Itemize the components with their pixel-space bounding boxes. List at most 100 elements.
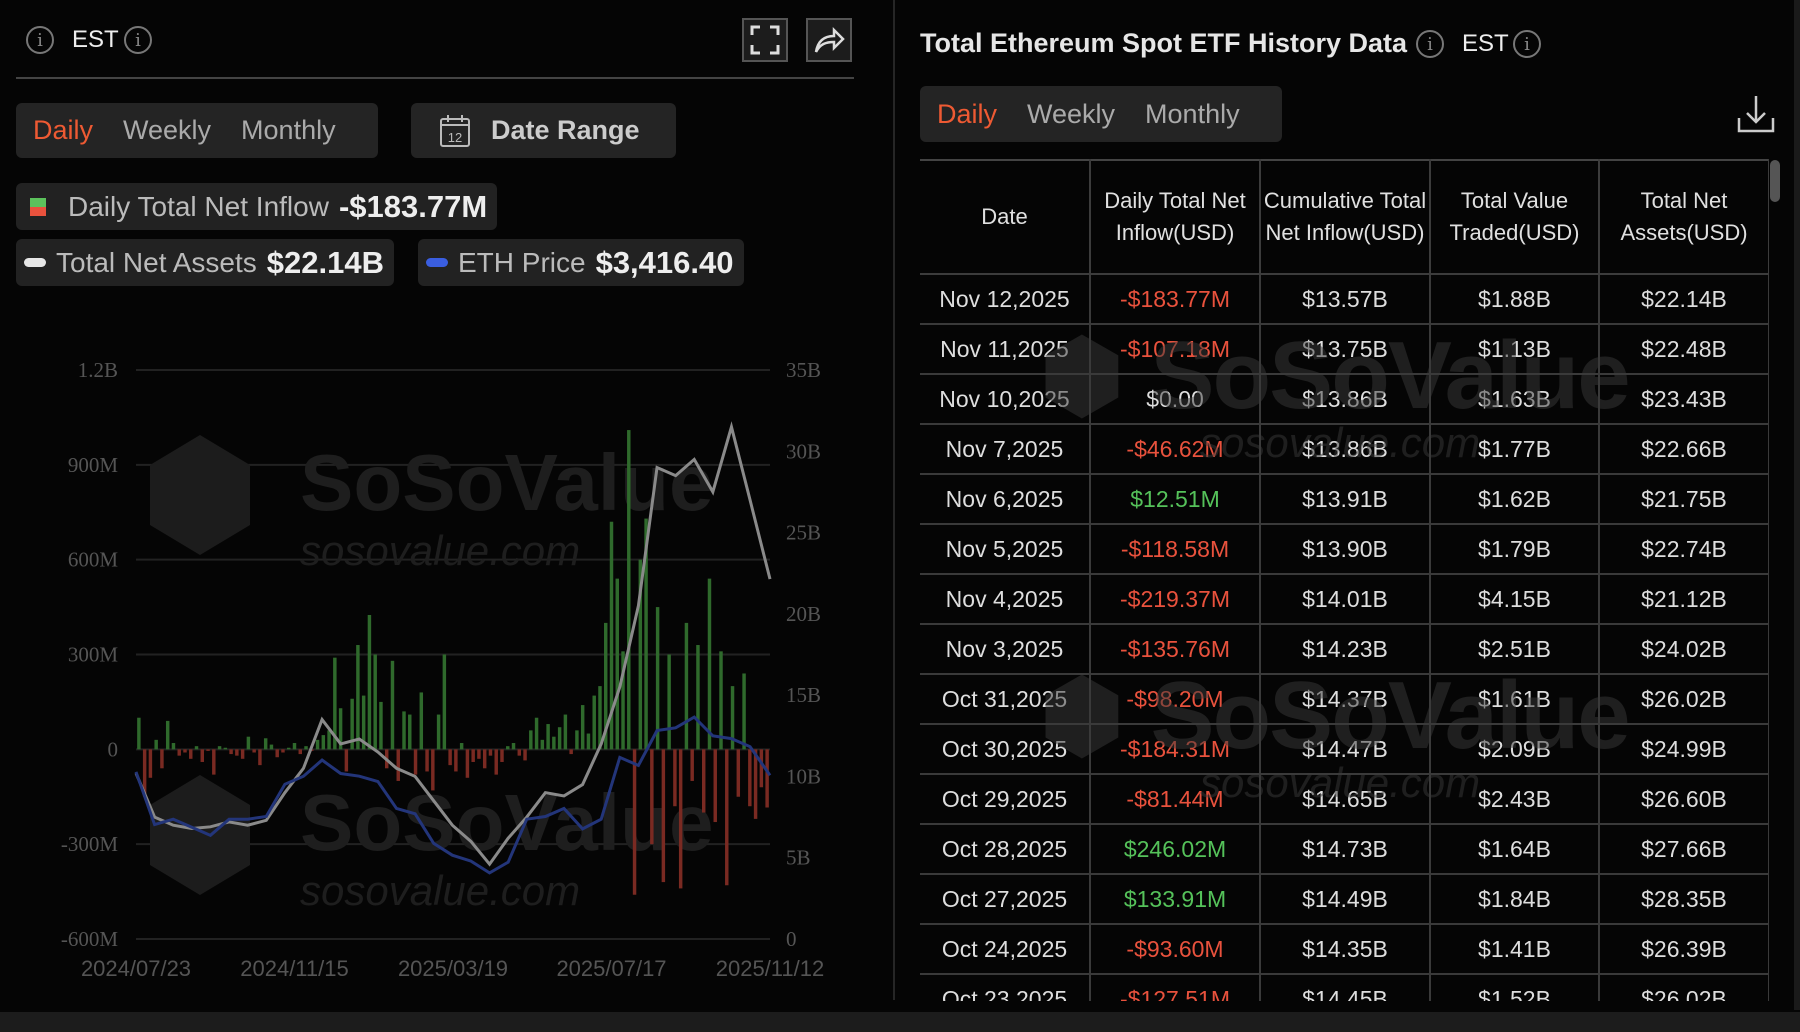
table-cell: $2.43B: [1429, 773, 1600, 825]
table-row[interactable]: Nov 6,2025 $12.51M $13.91B $1.62B $21.75B: [920, 473, 1769, 525]
inflow-bar: [575, 730, 579, 750]
inflow-bar: [160, 749, 164, 769]
table-cell: $14.49B: [1259, 873, 1431, 925]
table-row[interactable]: Oct 24,2025 -$93.60M $14.35B $1.41B $26.39B: [920, 923, 1769, 975]
table-cell: Oct 24,2025: [920, 923, 1091, 975]
inflow-bar: [523, 749, 527, 761]
table-cell: -$46.62M: [1089, 423, 1261, 475]
table-cell: $13.75B: [1259, 323, 1431, 375]
inflow-bar: [621, 651, 625, 750]
table-row[interactable]: Nov 10,2025 $0.00 $13.86B $1.63B $23.43B: [920, 373, 1769, 425]
inflow-bar: [142, 749, 147, 797]
inflow-bar: [200, 749, 205, 762]
inflow-bar: [719, 651, 723, 750]
inflow-bar: [511, 743, 516, 750]
tab-monthly[interactable]: Monthly: [1145, 98, 1240, 129]
table-cell: $27.66B: [1598, 823, 1769, 875]
legend-label: Total Net Assets: [56, 246, 257, 278]
inflow-bar: [678, 749, 683, 889]
table-cell: $1.88B: [1429, 273, 1600, 325]
left-axis-tick: 600M: [68, 548, 119, 572]
timezone-label: EST: [1462, 30, 1509, 57]
inflow-bar: [338, 708, 343, 750]
inflow-bar: [419, 692, 424, 750]
inflow-bar: [759, 749, 764, 788]
table-row[interactable]: Oct 29,2025 -$81.44M $14.65B $2.43B $26.60B: [920, 773, 1769, 825]
inflow-bar: [742, 673, 746, 750]
legend-eth-price[interactable]: ETH Price $3,416.40: [418, 239, 744, 286]
price-swatch-icon: [426, 258, 448, 267]
table-scrollbar[interactable]: [1770, 160, 1780, 202]
x-axis-tick: 2025/11/12: [716, 956, 824, 981]
timezone-info-icon[interactable]: i: [1513, 30, 1541, 58]
table-row[interactable]: Nov 4,2025 -$219.37M $14.01B $4.15B $21.12B: [920, 573, 1769, 625]
table-cell: $1.77B: [1429, 423, 1600, 475]
inflow-bar: [413, 749, 418, 775]
fullscreen-button[interactable]: [742, 18, 788, 62]
inflow-bar: [402, 711, 406, 750]
inflow-bar: [569, 749, 573, 755]
inflow-bar: [500, 749, 504, 762]
table-row[interactable]: Nov 5,2025 -$118.58M $13.90B $1.79B $22.74B: [920, 523, 1769, 575]
tab-monthly[interactable]: Monthly: [241, 115, 336, 145]
inflow-swatch-icon: [30, 197, 46, 216]
table-row[interactable]: Oct 31,2025 -$98.20M $14.37B $1.61B $26.02B: [920, 673, 1769, 725]
inflow-bar: [361, 695, 366, 750]
inflow-bar: [765, 749, 769, 808]
table-row[interactable]: Nov 11,2025 -$107.18M $13.75B $1.13B $22.48B: [920, 323, 1769, 375]
info-icon[interactable]: i: [26, 26, 54, 54]
inflow-bar: [194, 746, 199, 750]
inflow-bar: [465, 749, 470, 778]
table-row[interactable]: Oct 23,2025 -$127.51M $14.45B $1.52B $26.02B: [920, 973, 1769, 1001]
right-axis-tick: 10B: [786, 764, 821, 788]
table-row[interactable]: Oct 27,2025 $133.91M $14.49B $1.84B $28.35B: [920, 873, 1769, 925]
table-row[interactable]: Nov 3,2025 -$135.76M $14.23B $2.51B $24.02B: [920, 623, 1769, 675]
inflow-bar: [753, 749, 758, 819]
watermark-brand: SoSoValue: [300, 438, 713, 527]
inflow-bar: [448, 749, 452, 766]
tab-weekly[interactable]: Weekly: [1027, 98, 1116, 129]
page-scrollbar[interactable]: [1794, 0, 1800, 1010]
timezone-info-icon[interactable]: i: [124, 26, 152, 54]
table-cell: $22.48B: [1598, 323, 1769, 375]
title-info-icon[interactable]: i: [1416, 30, 1444, 58]
inflow-bar: [442, 654, 447, 750]
table-row[interactable]: Oct 28,2025 $246.02M $14.73B $1.64B $27.66B: [920, 823, 1769, 875]
table-cell: Oct 27,2025: [920, 873, 1091, 925]
inflow-bar: [673, 749, 677, 807]
tab-daily[interactable]: Daily: [937, 98, 998, 129]
etf-flow-chart[interactable]: 1.2B 900M 600M 300M 0 -300M -600M 35B 30B 25B 20B 1…: [0, 340, 880, 1000]
inflow-bar: [165, 720, 170, 750]
legend-label: Daily Total Net Inflow: [68, 190, 329, 222]
share-button[interactable]: [806, 18, 852, 62]
column-header: Total Value Traded(USD): [1429, 159, 1600, 275]
table-row[interactable]: Nov 7,2025 -$46.62M $13.86B $1.77B $22.66B: [920, 423, 1769, 475]
inflow-bar: [275, 749, 279, 758]
inflow-bar: [477, 749, 481, 759]
inflow-bar: [171, 743, 176, 750]
legend-label: ETH Price: [458, 246, 586, 278]
inflow-bar: [315, 739, 320, 750]
inflow-bar: [534, 717, 539, 750]
table-row[interactable]: Oct 30,2025 -$184.31M $14.47B $2.09B $24.99B: [920, 723, 1769, 775]
tab-daily[interactable]: Daily: [33, 115, 94, 145]
table-cell: $26.60B: [1598, 773, 1769, 825]
table-title: Total Ethereum Spot ETF History Data: [920, 28, 1408, 58]
tab-weekly[interactable]: Weekly: [123, 115, 212, 145]
inflow-bar: [730, 686, 735, 750]
left-axis-tick: 0: [108, 737, 119, 761]
inflow-bar: [482, 749, 487, 769]
table-cell: $26.02B: [1598, 973, 1769, 1001]
legend-total-net-assets[interactable]: Total Net Assets $22.14B: [16, 239, 394, 286]
table-row[interactable]: Nov 12,2025 -$183.77M $13.57B $1.88B $22.14B: [920, 273, 1769, 325]
download-icon[interactable]: [1737, 94, 1775, 134]
table-cell: $23.43B: [1598, 373, 1769, 425]
watermark-logo-icon: [150, 435, 250, 555]
right-axis-tick: 15B: [786, 683, 821, 707]
date-range-button[interactable]: 12 Date Range: [411, 103, 676, 158]
eth-price-line: [134, 715, 772, 875]
table-cell: $2.09B: [1429, 723, 1600, 775]
legend-daily-net-inflow[interactable]: Daily Total Net Inflow -$183.77M: [16, 183, 498, 230]
divider: [16, 77, 854, 79]
inflow-bar: [344, 749, 349, 772]
